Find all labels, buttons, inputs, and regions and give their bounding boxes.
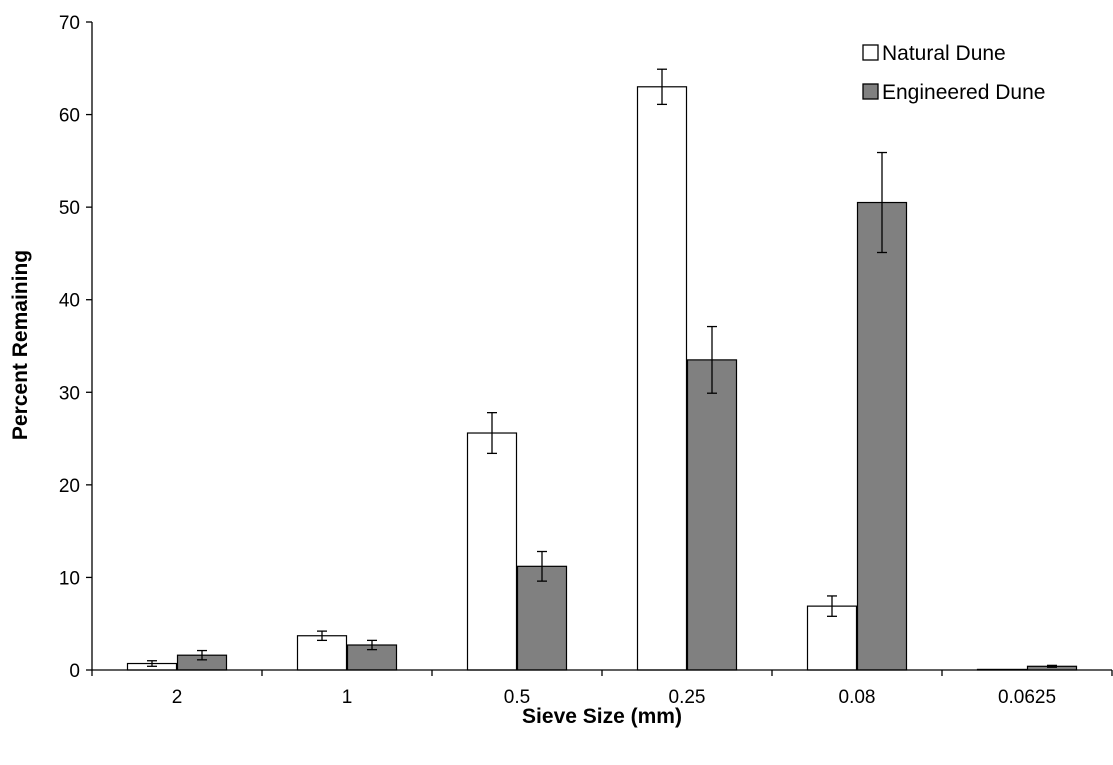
bar-natural-dune-0-5 [466,432,518,671]
x-tick-label-0-25: 0.25 [669,687,706,708]
legend-label-engineered-dune: Engineered Dune [882,81,1045,104]
legend-label-natural-dune: Natural Dune [882,42,1006,65]
error-bar-engineered-dune-0-5 [537,550,547,582]
x-axis-title: Sieve Size (mm) [522,705,682,728]
error-bar-natural-dune-0-5 [487,412,497,455]
y-tick-labels: 0 10 20 30 40 50 60 70 [59,13,80,682]
y-tick-label-50: 50 [59,198,80,219]
x-tick-label-0-5: 0.5 [504,687,530,708]
error-bar-natural-dune-2 [147,660,157,667]
y-tick-label-0: 0 [69,661,80,682]
error-bar-engineered-dune-1 [367,639,377,651]
error-bars-layer [147,68,1057,668]
legend-item-natural-dune: Natural Dune [862,42,1006,65]
error-bar-engineered-dune-0-08 [877,151,887,254]
error-bar-engineered-dune-0-25 [707,325,717,394]
x-tick-label-0-0625: 0.0625 [998,687,1056,708]
legend-item-engineered-dune: Engineered Dune [862,81,1045,104]
bars-layer [126,86,1078,671]
x-tick-label-0-08: 0.08 [839,687,876,708]
axes-layer [86,21,1113,676]
x-tick-label-1: 1 [342,687,353,708]
legend: Natural Dune Engineered Dune [862,42,1045,104]
y-tick-label-30: 30 [59,383,80,404]
y-tick-label-20: 20 [59,476,80,497]
bar-natural-dune-0-25 [636,86,688,671]
legend-swatch-engineered-dune [862,83,879,100]
error-bar-natural-dune-1 [317,630,327,642]
bar-engineered-dune-0-08 [856,201,908,671]
error-bar-engineered-dune-0-0625 [1047,664,1057,668]
error-bar-natural-dune-0-25 [657,68,667,106]
legend-swatch-natural-dune [862,44,879,61]
y-tick-label-70: 70 [59,13,80,34]
x-tick-labels: 2 1 0.5 0.25 0.08 0.0625 [172,687,1056,708]
y-axis-title: Percent Remaining [9,250,32,440]
x-tick-label-2: 2 [172,687,183,708]
bar-engineered-dune-0-5 [516,565,568,671]
y-tick-label-40: 40 [59,291,80,312]
error-bar-natural-dune-0-08 [827,595,837,617]
error-bar-engineered-dune-2 [197,649,207,661]
y-tick-label-60: 60 [59,106,80,127]
bar-engineered-dune-0-25 [686,359,738,671]
y-tick-label-10: 10 [59,568,80,589]
